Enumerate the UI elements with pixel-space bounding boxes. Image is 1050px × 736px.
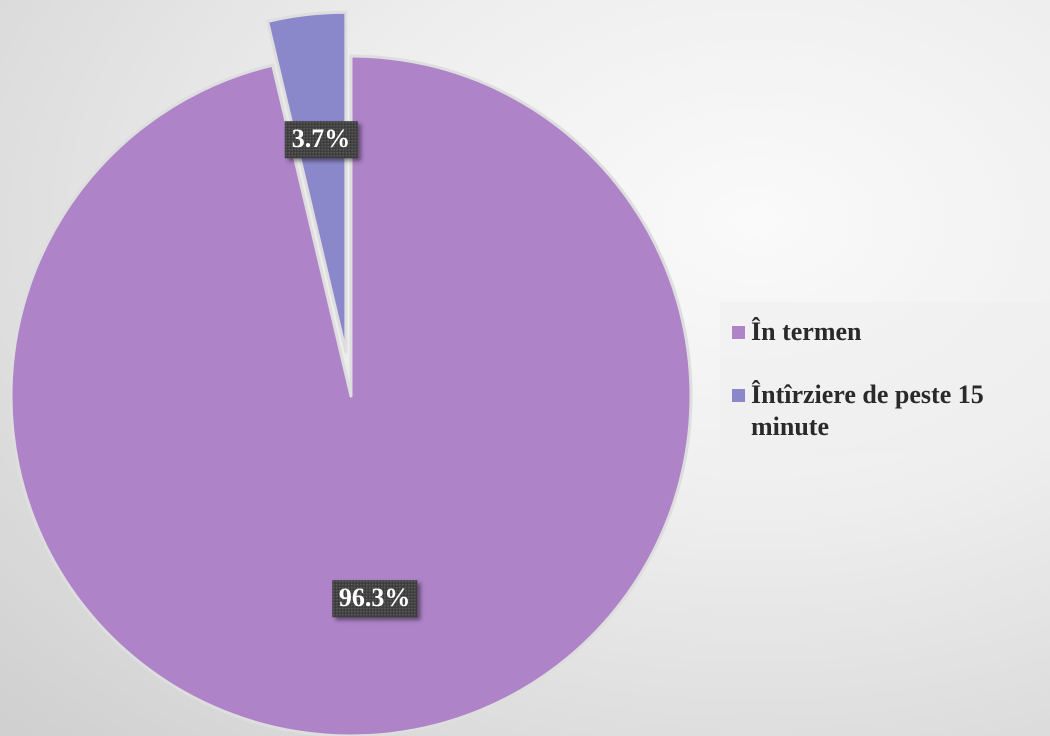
pie-slice-in-termen[interactable] (9, 54, 693, 736)
pie-slice-intirziere[interactable] (266, 10, 348, 354)
data-label-in-termen: 96.3% (331, 579, 418, 618)
legend-swatch-intirziere (732, 388, 745, 402)
legend-item-intirziere[interactable]: Întîrziere de peste 15 minute (732, 379, 1050, 444)
legend-swatch-in-termen (732, 326, 745, 339)
pie-slices (9, 10, 693, 736)
legend-label-in-termen: În termen (751, 317, 862, 346)
legend: În termen Întîrziere de peste 15 minute (720, 302, 1050, 454)
legend-item-in-termen[interactable]: În termen (732, 316, 1050, 349)
legend-label-intirziere: Întîrziere de peste 15 minute (751, 379, 984, 442)
data-label-intirziere: 3.7% (284, 120, 358, 159)
